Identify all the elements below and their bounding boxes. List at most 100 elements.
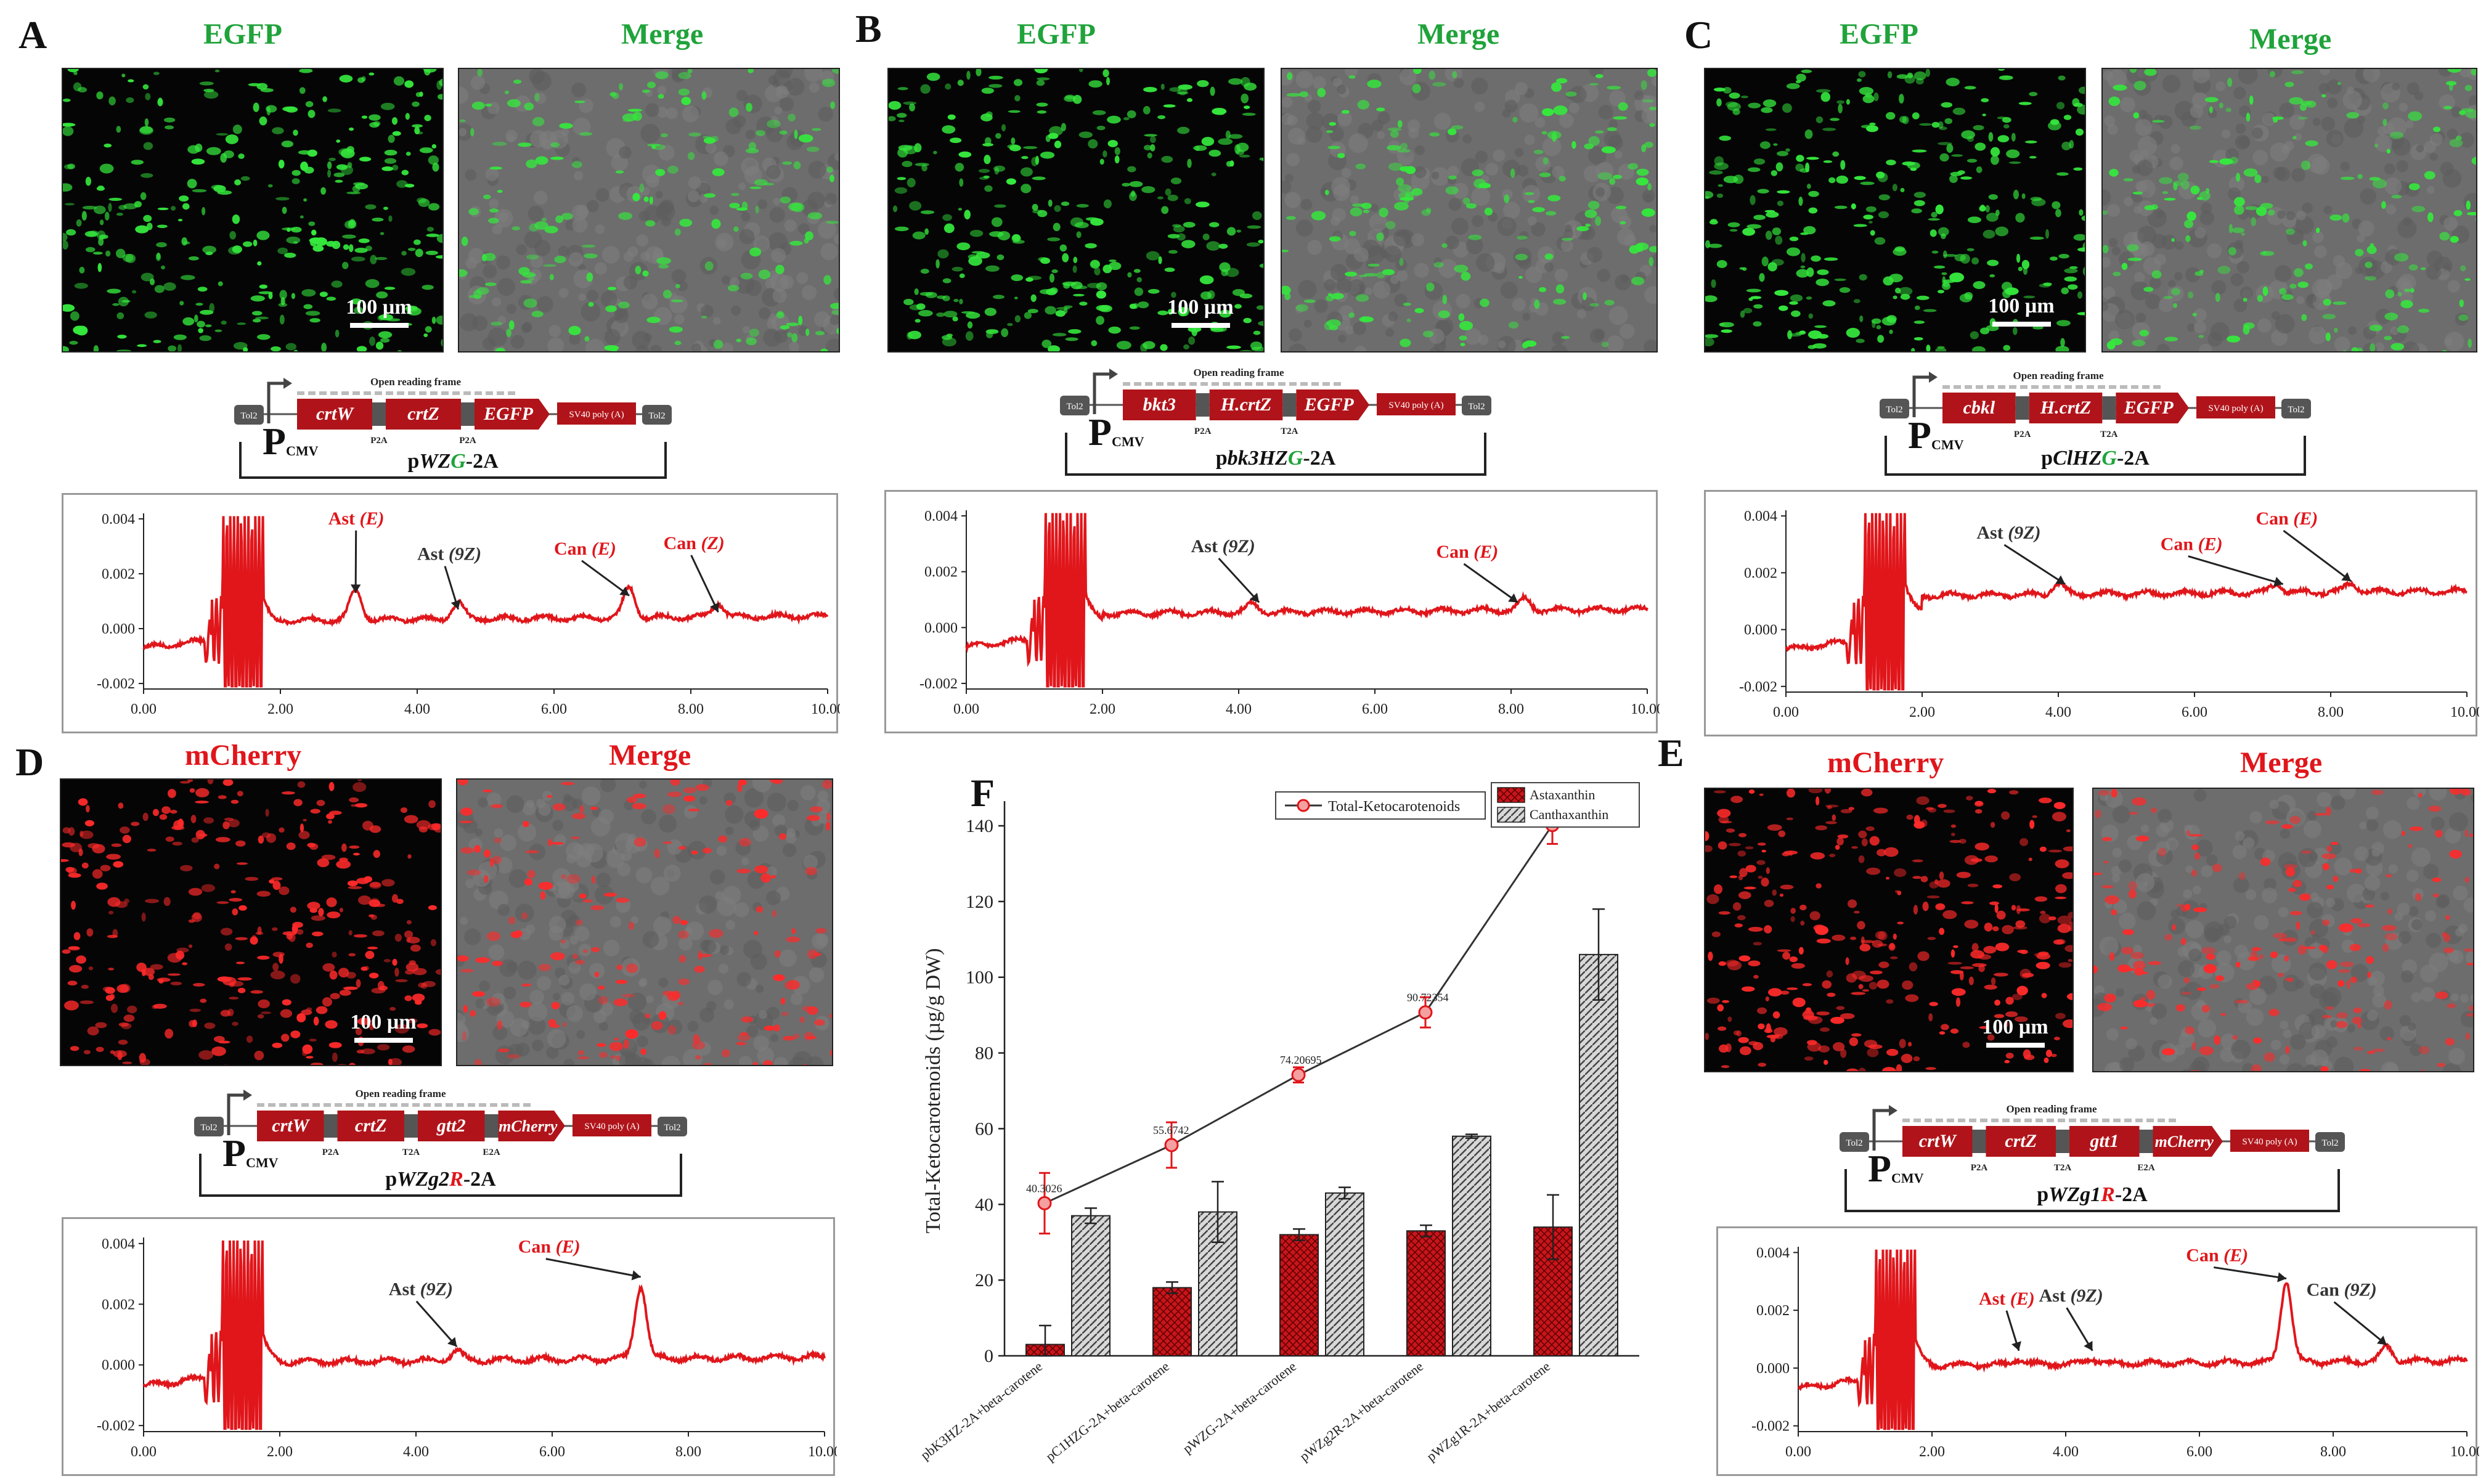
peak-label: Can (E) <box>2186 1245 2287 1282</box>
svg-text:T2A: T2A <box>2100 430 2118 439</box>
chromatogram-a: 0.004 0.002 0.000 -0.002 0.00 2.00 4.00 6.00 8.0… <box>62 493 844 733</box>
svg-text:EGFP: EGFP <box>483 404 534 424</box>
svg-text:CMV: CMV <box>1931 437 1964 452</box>
svg-text:Can (E): Can (E) <box>554 539 616 559</box>
svg-text:Open reading frame: Open reading frame <box>370 376 461 388</box>
y-tick-label: 0.002 <box>1744 565 1777 581</box>
svg-text:P: P <box>1868 1148 1891 1190</box>
svg-text:Astaxanthin: Astaxanthin <box>1530 787 1595 802</box>
svg-text:gtt1: gtt1 <box>2089 1131 2119 1151</box>
y-tick-label: 0.004 <box>1744 508 1777 524</box>
peak-label: Ast (E) <box>328 508 385 593</box>
svg-text:SV40 poly (A): SV40 poly (A) <box>2208 404 2263 414</box>
data-label: 40.3026 <box>1026 1182 1062 1194</box>
micro-b-fluor <box>887 68 1265 353</box>
chromatogram-trace <box>142 516 829 688</box>
plasmid-e: Tol2 P CMV Open reading frame crtW P2A crtZ T2A… <box>1833 1088 2351 1217</box>
svg-text:P: P <box>222 1133 246 1175</box>
bar-canthaxanthin <box>1325 1192 1364 1356</box>
y-tick-label: 0.004 <box>102 1236 135 1252</box>
micro-a-merge <box>458 68 840 353</box>
micro-a-fluor <box>62 68 444 353</box>
peak-label: Can (E) <box>518 1237 641 1281</box>
x-tick-label: 2.00 <box>1919 1444 1945 1460</box>
svg-text:P: P <box>263 421 286 463</box>
panel-letter-c: C <box>1684 13 1713 57</box>
peak-label: Can (E) <box>2161 534 2284 587</box>
svg-text:T2A: T2A <box>1281 426 1298 436</box>
x-category-label: pC1HZG-2A+beta-carotene <box>1043 1358 1172 1464</box>
svg-text:Can (E): Can (E) <box>518 1237 581 1257</box>
svg-text:Ast (9Z): Ast (9Z) <box>2039 1286 2103 1306</box>
label-b-egfp: EGFP <box>1017 18 1096 51</box>
x-tick-label: 4.00 <box>2053 1444 2079 1460</box>
svg-text:P: P <box>1088 412 1112 454</box>
x-tick-label: 2.00 <box>1909 704 1935 720</box>
micro-c-merge <box>2101 68 2477 353</box>
svg-text:SV40 poly (A): SV40 poly (A) <box>584 1122 639 1131</box>
chromatogram-axes: 0.004 0.002 0.000 -0.002 0.00 2.00 4.00 6.00 8.0… <box>97 1236 841 1460</box>
error-bar <box>1293 1228 1305 1241</box>
svg-text:Can (9Z): Can (9Z) <box>2307 1280 2377 1300</box>
y-tick-label: 20 <box>975 1270 993 1290</box>
svg-text:Canthaxanthin: Canthaxanthin <box>1530 807 1608 822</box>
chromatogram-e: 0.004 0.002 0.000 -0.002 0.00 2.00 4.00 6.00 8.0… <box>1716 1226 2484 1476</box>
x-tick-label: 2.00 <box>1090 701 1115 717</box>
error-bar <box>1339 1186 1351 1200</box>
peak-label: Can (Z) <box>664 533 725 613</box>
label-d-mcherry: mCherry <box>185 739 302 772</box>
svg-text:P2A: P2A <box>459 436 476 446</box>
x-tick-label: 10.00 <box>811 701 840 717</box>
error-bar <box>1465 1133 1478 1140</box>
bar-astaxanthin <box>1406 1230 1446 1356</box>
svg-text:Tol2: Tol2 <box>200 1123 217 1133</box>
svg-text:Total-Ketocarotenoids: Total-Ketocarotenoids <box>1328 799 1460 815</box>
svg-text:pClHZG-2A: pClHZG-2A <box>2041 447 2150 470</box>
svg-text:Open reading frame: Open reading frame <box>2013 370 2103 381</box>
y-tick-label: 140 <box>966 816 993 836</box>
legend-bars: Astaxanthin Canthaxanthin <box>1491 782 1640 828</box>
error-bar <box>1420 1224 1432 1237</box>
svg-text:Open reading frame: Open reading frame <box>1193 367 1284 378</box>
label-c-egfp: EGFP <box>1840 18 1918 51</box>
svg-text:SV40 poly (A): SV40 poly (A) <box>2242 1137 2297 1147</box>
peak-label: Ast (E) <box>1979 1289 2035 1352</box>
x-tick-label: 10.00 <box>2450 704 2479 720</box>
micro-d-fluor <box>60 778 442 1066</box>
svg-text:P2A: P2A <box>370 436 388 446</box>
micro-c-fluor <box>1704 68 2086 353</box>
plasmid-c: Tol2 P CMV Open reading frame cbkl P2A H.crtZ T… <box>1873 354 2317 481</box>
x-tick-label: 10.00 <box>1631 701 1660 717</box>
bar-chart-f: 0 20 40 60 80 100 120 140 Total-Ketocarotenoids … <box>918 782 1640 1464</box>
peak-label: Ast (9Z) <box>1976 523 2066 585</box>
scalebar-d: 100 µm <box>346 1011 420 1043</box>
x-tick-label: 6.00 <box>541 701 567 717</box>
x-tick-label: 6.00 <box>2186 1444 2212 1460</box>
svg-text:T2A: T2A <box>2054 1163 2072 1173</box>
y-tick-label: 0.002 <box>924 565 958 581</box>
panel-letter-e: E <box>1658 731 1684 775</box>
x-tick-label: 4.00 <box>2045 704 2071 720</box>
line-point <box>1164 1121 1179 1169</box>
svg-text:E2A: E2A <box>2137 1163 2155 1173</box>
y-tick-label: 0.002 <box>102 1297 135 1313</box>
svg-text:Ast (E): Ast (E) <box>1979 1289 2035 1309</box>
panel-letter-b: B <box>855 7 882 51</box>
legend-line: Total-Ketocarotenoids <box>1275 791 1486 820</box>
svg-text:P2A: P2A <box>1194 426 1212 436</box>
chromatogram-axes: 0.004 0.002 0.000 -0.002 0.00 2.00 4.00 6.00 8.0… <box>1751 1245 2484 1460</box>
peak-label: Ast (9Z) <box>417 544 481 610</box>
x-tick-label: 10.00 <box>808 1444 837 1460</box>
panel-letter-d: D <box>15 740 44 784</box>
x-tick-label: 8.00 <box>2320 1444 2346 1460</box>
svg-text:Tol2: Tol2 <box>1468 402 1485 412</box>
svg-text:Ast (9Z): Ast (9Z) <box>389 1279 453 1300</box>
scalebar-e: 100 µm <box>1978 1016 2052 1048</box>
svg-text:Ast (E): Ast (E) <box>328 508 385 529</box>
svg-text:SV40 poly (A): SV40 poly (A) <box>569 410 624 420</box>
x-tick-label: 4.00 <box>404 701 430 717</box>
y-tick-label: 0.004 <box>1756 1245 1790 1261</box>
micro-e-merge <box>2092 788 2474 1072</box>
peak-label: Ast (9Z) <box>389 1279 458 1348</box>
svg-text:Ast (9Z): Ast (9Z) <box>1191 536 1255 556</box>
